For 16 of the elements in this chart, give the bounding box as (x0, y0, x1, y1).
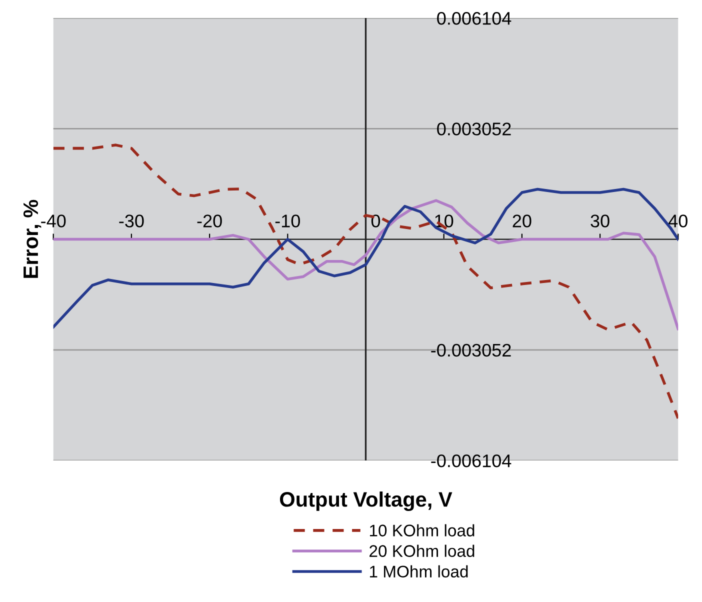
x-tick-label: 20 (512, 214, 532, 228)
legend-label: 10 KOhm load (370, 524, 474, 536)
y-tick-label: -0.003052 (431, 344, 511, 357)
x-tick-label: 40 (668, 214, 688, 228)
x-tick-label: -20 (197, 214, 222, 228)
x-tick-label: -10 (275, 214, 300, 228)
y-axis-title: Error, % (23, 200, 42, 278)
legend-label: 1 MOhm load (370, 565, 468, 578)
x-axis-title: Output Voltage, V (280, 492, 452, 512)
y-tick-label: 0.003052 (437, 122, 511, 136)
y-tick-label: 0.006104 (437, 12, 512, 25)
legend-label: 20 KOhm load (370, 544, 474, 557)
x-tick-label: -40 (41, 214, 66, 228)
x-tick-label: 30 (590, 214, 610, 228)
x-tick-label: -30 (119, 214, 144, 228)
y-tick-label: -0.006104 (431, 454, 512, 468)
